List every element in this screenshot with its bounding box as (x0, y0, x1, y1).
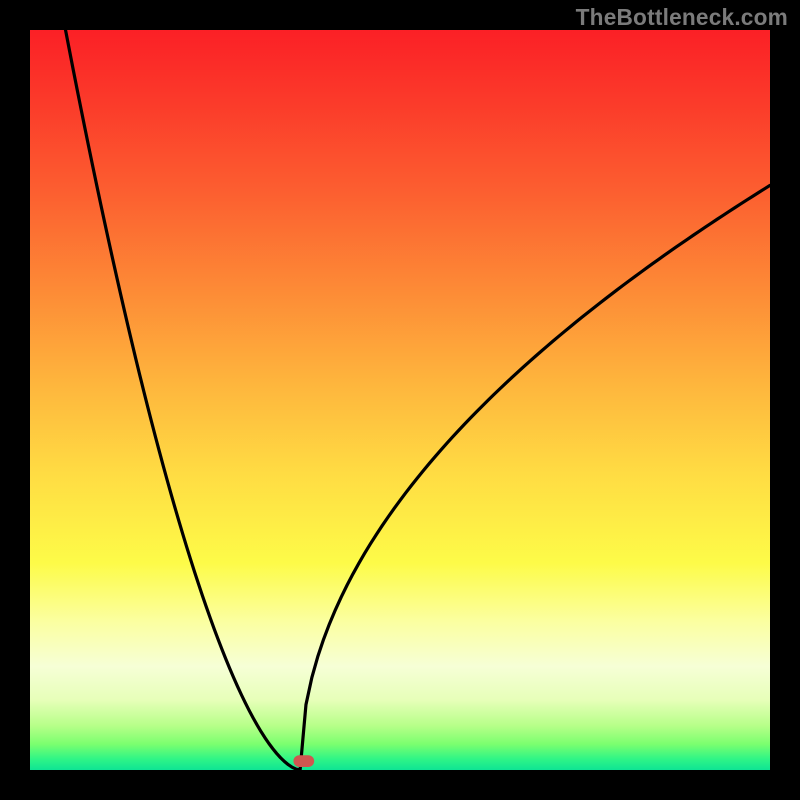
watermark-text: TheBottleneck.com (576, 4, 788, 31)
gradient-background (30, 30, 770, 770)
vertex-marker (293, 755, 314, 767)
chart-frame: TheBottleneck.com (0, 0, 800, 800)
plot-area (30, 30, 770, 770)
plot-svg (30, 30, 770, 770)
